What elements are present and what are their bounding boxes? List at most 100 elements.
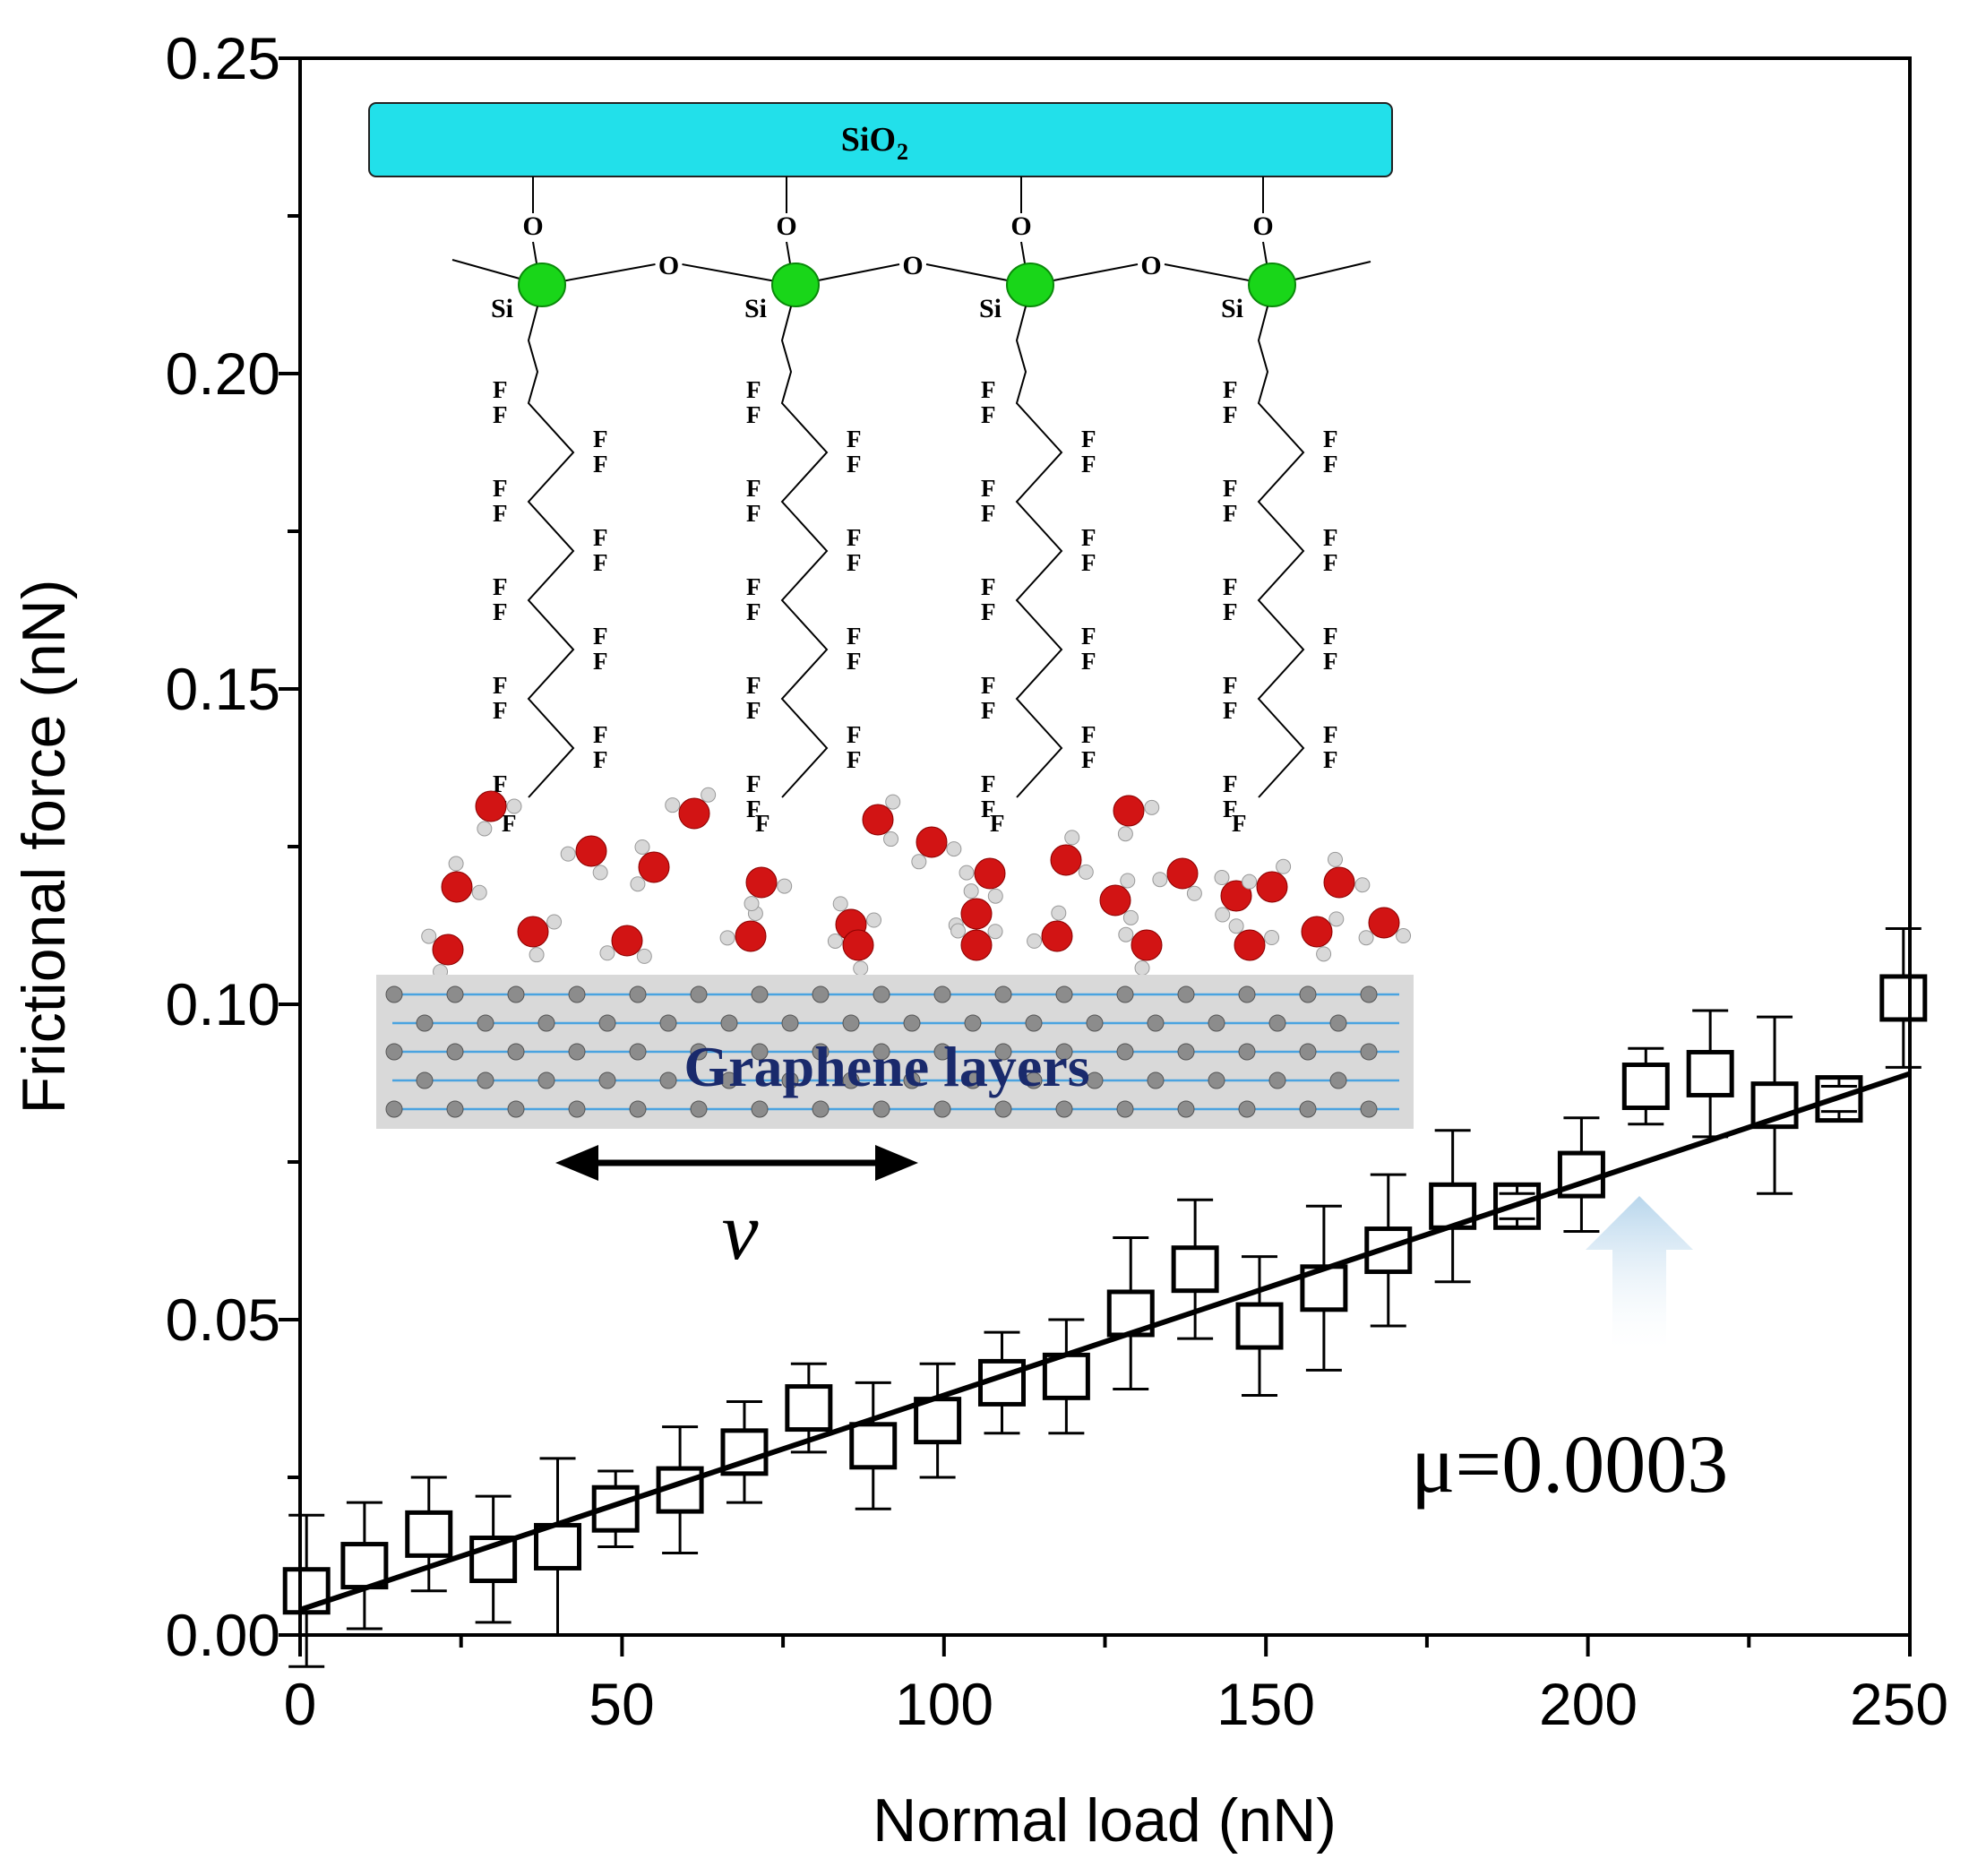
- data-marker: [1300, 1264, 1348, 1312]
- data-marker: [720, 1428, 769, 1476]
- carbon-atom: [1360, 985, 1378, 1003]
- fluorine-label: F: [1081, 746, 1096, 773]
- fluorine-label: F: [1223, 697, 1238, 724]
- carbon-atom: [1268, 1071, 1286, 1089]
- hydrogen-atom: [1051, 905, 1067, 921]
- fluorine-label: F: [1081, 648, 1096, 675]
- hydrogen-atom: [560, 846, 576, 862]
- water-molecule: [441, 856, 487, 903]
- oxygen-atom: [974, 857, 1006, 890]
- carbon-atom: [781, 1071, 799, 1089]
- carbon-atom: [1299, 985, 1317, 1003]
- hydrogen-atom: [853, 960, 869, 977]
- carbon-atom: [629, 1043, 647, 1061]
- water-molecule: [827, 929, 874, 977]
- fluorine-label: F: [593, 549, 608, 576]
- fluorine-label: F: [493, 376, 508, 403]
- y-tick-labels: 0.00 0.05 0.10 0.15 0.20 0.25: [166, 25, 280, 1668]
- oxygen-atom: [1050, 844, 1082, 876]
- hydrogen-atom: [1264, 930, 1280, 946]
- hydrogen-atom: [701, 787, 717, 803]
- oxygen-atom: [1256, 871, 1288, 903]
- hydrogen-atom: [1027, 933, 1043, 949]
- oxygen-atom: [432, 934, 464, 966]
- carbon-atom: [568, 1100, 586, 1118]
- substrate-label: SiO: [841, 121, 896, 159]
- water-molecule: [911, 826, 962, 870]
- carbon-atom: [385, 1100, 403, 1118]
- carbon-atom: [507, 985, 525, 1003]
- highlight-arrow: [1586, 1196, 1693, 1348]
- fluorine-label: F: [981, 770, 996, 797]
- data-point: [405, 1476, 453, 1593]
- hydrogen-atom: [885, 794, 901, 810]
- carbon-atom: [1208, 1071, 1225, 1089]
- hydrogen-atom: [883, 831, 899, 848]
- oxygen-label: O: [522, 211, 543, 241]
- fluorine-label: F: [1081, 524, 1096, 551]
- data-point: [1557, 1116, 1605, 1233]
- carbon-atom: [1147, 1071, 1165, 1089]
- data-marker: [1042, 1352, 1090, 1400]
- velocity-arrow: [555, 1145, 918, 1181]
- oxygen-atom: [1099, 884, 1131, 916]
- hydrogen-atom: [1242, 873, 1258, 890]
- hydrogen-atom: [1120, 873, 1136, 889]
- oxygen-atom: [1041, 920, 1073, 952]
- carbon-atom: [812, 1043, 830, 1061]
- carbon-atom: [1208, 1014, 1225, 1032]
- hydrogen-atom: [946, 841, 962, 857]
- data-marker: [1815, 1075, 1863, 1123]
- x-tick-label: 150: [1217, 1671, 1315, 1737]
- fluorine-label: F: [593, 648, 608, 675]
- chain-bond: [780, 305, 829, 798]
- fluorine-label: F: [493, 500, 508, 527]
- carbon-atom: [1116, 1043, 1134, 1061]
- fluorine-label: F: [847, 524, 862, 551]
- water-molecule: [959, 857, 1006, 904]
- data-point: [1429, 1129, 1477, 1284]
- hydrogen-atom: [1122, 909, 1139, 925]
- carbon-atom: [659, 1014, 677, 1032]
- data-marker: [1621, 1063, 1670, 1111]
- fluorine-label: F: [981, 500, 996, 527]
- data-point: [1493, 1182, 1542, 1230]
- fluorine-label: F: [981, 401, 996, 428]
- carbon-atom: [1299, 1100, 1317, 1118]
- x-axis-title: Normal load (nN): [873, 1786, 1337, 1854]
- data-marker: [849, 1422, 898, 1470]
- fluorine-label: F: [493, 697, 508, 724]
- axis-ticks: [279, 56, 1912, 1657]
- silicon-label: Si: [744, 294, 767, 323]
- carbon-atom: [1299, 1043, 1317, 1061]
- fluorine-label: F: [1081, 623, 1096, 650]
- hydrogen-atom: [1327, 851, 1343, 867]
- oxygen-atom: [1113, 795, 1145, 827]
- data-point: [1750, 1015, 1799, 1195]
- oxygen-label: O: [902, 251, 923, 280]
- carbon-atom: [446, 985, 464, 1003]
- oxygen-label: O: [1140, 251, 1161, 280]
- x-tick-label: 100: [895, 1671, 993, 1737]
- oxygen-atom: [1234, 929, 1266, 961]
- carbon-atom: [537, 1071, 555, 1089]
- y-tick-label: 0.20: [166, 340, 280, 407]
- hydrogen-atom: [959, 865, 975, 881]
- fluorine-label: F: [493, 770, 508, 797]
- data-point: [1042, 1318, 1090, 1435]
- oxygen-atom: [575, 835, 607, 867]
- data-point: [849, 1381, 898, 1510]
- fluorine-label: F: [755, 810, 770, 837]
- carbon-atom: [1116, 985, 1134, 1003]
- oxygen-atom: [735, 920, 767, 952]
- hydrogen-atom: [1396, 928, 1412, 944]
- water-molecule: [665, 787, 717, 830]
- data-marker: [405, 1510, 453, 1558]
- carbon-atom: [903, 1014, 921, 1032]
- carbon-atom: [964, 1014, 982, 1032]
- carbon-atom: [477, 1071, 494, 1089]
- hydrogen-atom: [599, 945, 615, 961]
- carbon-atom: [994, 985, 1012, 1003]
- carbon-atom: [720, 1014, 738, 1032]
- fluorine-label: F: [493, 672, 508, 699]
